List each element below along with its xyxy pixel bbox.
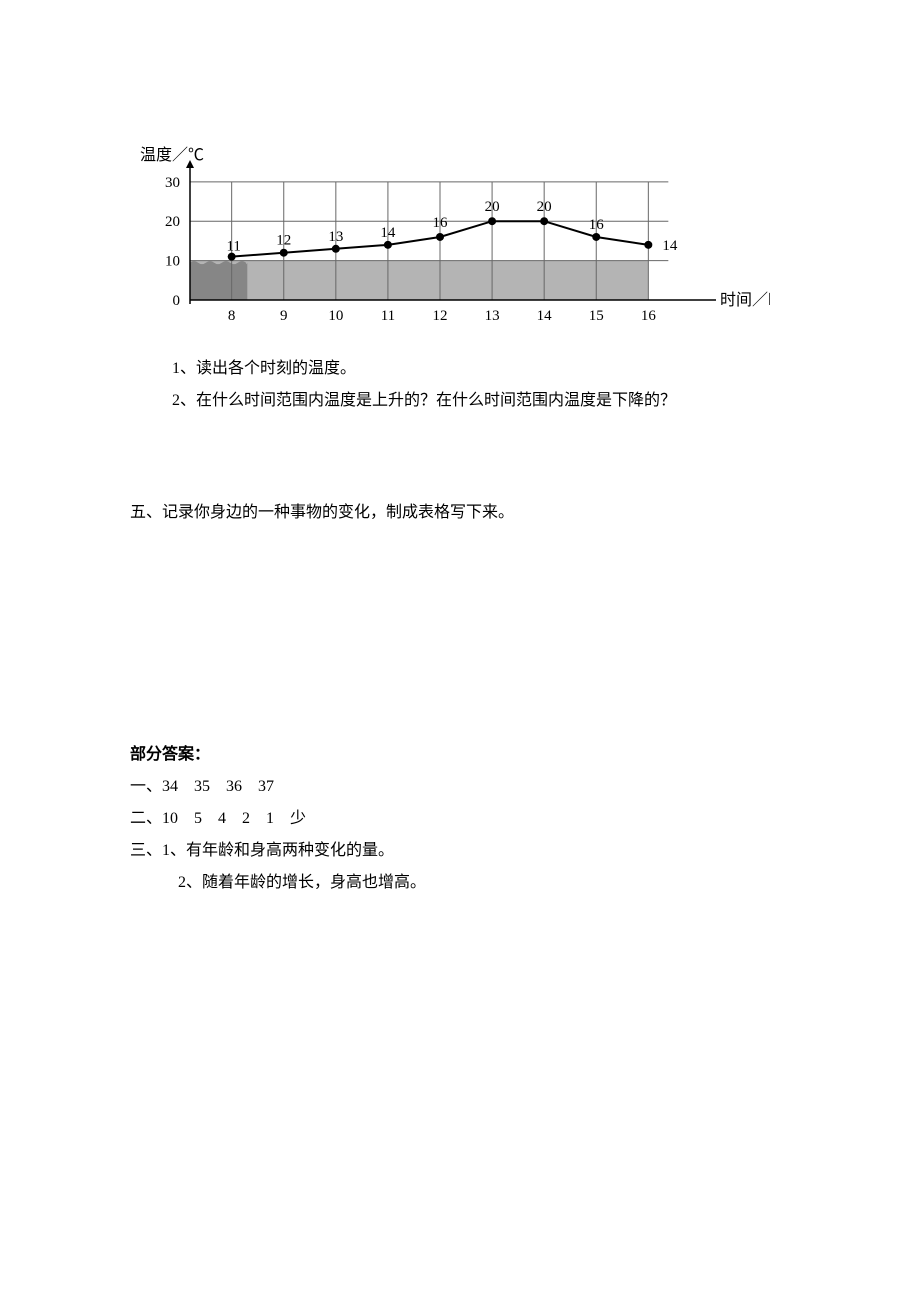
- svg-text:15: 15: [589, 308, 604, 324]
- svg-text:20: 20: [165, 214, 180, 230]
- svg-text:温度／℃: 温度／℃: [140, 146, 204, 164]
- svg-text:16: 16: [589, 217, 605, 233]
- svg-text:16: 16: [433, 215, 449, 231]
- section-five: 五、记录你身边的一种事物的变化，制成表格写下来。: [130, 497, 790, 529]
- svg-text:时间／时: 时间／时: [720, 291, 770, 309]
- svg-text:12: 12: [433, 308, 448, 324]
- svg-text:20: 20: [537, 199, 552, 215]
- answer-3-1: 三、1、有年龄和身高两种变化的量。: [130, 835, 790, 867]
- svg-text:10: 10: [328, 308, 343, 324]
- svg-text:14: 14: [537, 308, 553, 324]
- svg-text:9: 9: [280, 308, 288, 324]
- svg-text:0: 0: [173, 293, 181, 309]
- answers-title: 部分答案：: [130, 739, 790, 771]
- svg-text:10: 10: [165, 254, 180, 270]
- svg-text:8: 8: [228, 308, 236, 324]
- partial-answers: 部分答案： 一、34 35 36 37 二、10 5 4 2 1 少 三、1、有…: [130, 739, 790, 899]
- svg-text:30: 30: [165, 175, 180, 191]
- answer-1: 一、34 35 36 37: [130, 771, 790, 803]
- svg-text:14: 14: [380, 225, 396, 241]
- svg-text:13: 13: [485, 308, 500, 324]
- svg-text:16: 16: [641, 308, 657, 324]
- temperature-chart: 温度／℃ 0 10 20 30 8 9 10 11 12 13 14 15 16 时间／时 11 12 13 14 1…: [130, 140, 790, 335]
- chart-questions: 1、读出各个时刻的温度。 2、在什么时间范围内温度是上升的？在什么时间范围内温度…: [172, 353, 790, 417]
- answer-2: 二、10 5 4 2 1 少: [130, 803, 790, 835]
- svg-text:14: 14: [662, 238, 678, 254]
- svg-text:13: 13: [328, 229, 343, 245]
- svg-text:11: 11: [226, 239, 240, 255]
- svg-text:20: 20: [485, 199, 500, 215]
- question-2: 2、在什么时间范围内温度是上升的？在什么时间范围内温度是下降的？: [172, 385, 790, 417]
- question-1: 1、读出各个时刻的温度。: [172, 353, 790, 385]
- svg-text:12: 12: [276, 233, 291, 249]
- svg-text:11: 11: [381, 308, 395, 324]
- answer-3-2: 2、随着年龄的增长，身高也增高。: [178, 867, 790, 899]
